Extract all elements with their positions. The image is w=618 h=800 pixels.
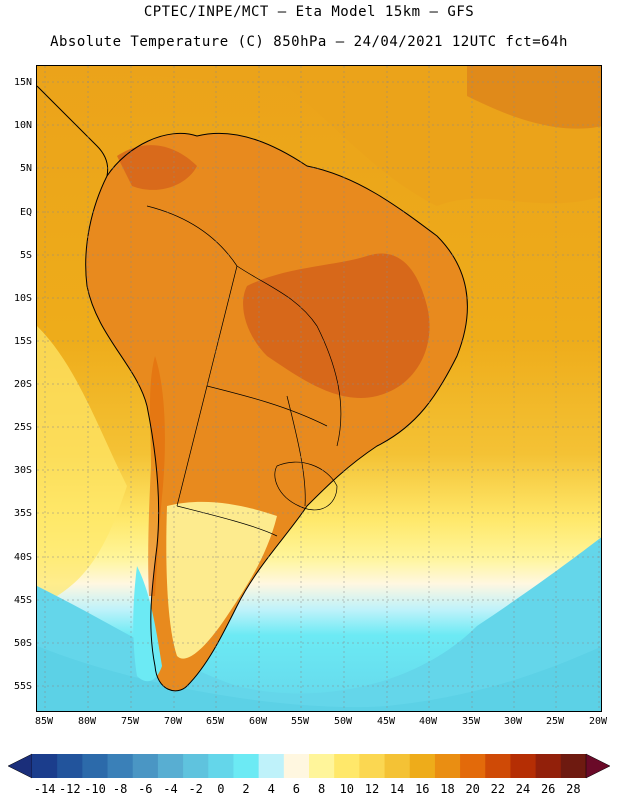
colorbar-label: -4: [163, 782, 178, 796]
colorbar-cell: [359, 754, 386, 778]
lat-lon-grid: [37, 66, 601, 711]
andes-strip: [148, 356, 165, 596]
lon-label-50w: 50W: [333, 716, 353, 727]
colorbar-cell: [510, 754, 537, 778]
colorbar-cell: [309, 754, 335, 778]
lon-label-85w: 85W: [34, 716, 54, 727]
lon-label-60w: 60W: [248, 716, 268, 727]
colorbar-cell: [157, 754, 184, 778]
colorbar-label: -2: [188, 782, 203, 796]
colorbar-cell: [258, 754, 285, 778]
lon-label-35w: 35W: [461, 716, 481, 727]
lon-label-45w: 45W: [376, 716, 396, 727]
colorbar-label: 14: [389, 782, 405, 796]
colorbar-label: 26: [540, 782, 556, 796]
colorbar-cell: [535, 754, 562, 778]
lat-label-50s: 50S: [13, 638, 32, 649]
patagonia-cold: [133, 566, 162, 682]
colorbar-cell: [283, 754, 310, 778]
colorbar-cell: [32, 754, 58, 778]
colorbar-right-arrow: [585, 753, 611, 779]
lat-label-25s: 25S: [13, 422, 32, 433]
warm-ocean-ne: [467, 66, 601, 129]
colorbar-label: -10: [84, 782, 106, 796]
southern-mild-land: [166, 501, 277, 659]
colorbar-label: 18: [440, 782, 455, 796]
colorbar-label: -14: [33, 782, 56, 796]
colorbar-cell: [334, 754, 360, 778]
colorbar-label: 12: [364, 782, 380, 796]
lat-label-45s: 45S: [13, 595, 32, 606]
hot-spot-north: [117, 145, 197, 190]
lon-label-20w: 20W: [588, 716, 608, 727]
colorbar-label: 24: [515, 782, 531, 796]
lon-label-80w: 80W: [77, 716, 97, 727]
colorbar-cell: [560, 754, 587, 778]
lat-label-eq: EQ: [19, 207, 32, 218]
lon-label-25w: 25W: [545, 716, 565, 727]
colorbar-label: 8: [317, 782, 326, 796]
hot-core-brazil: [243, 253, 430, 398]
colorbar-label: 2: [242, 782, 250, 796]
colorbar-cell: [82, 754, 109, 778]
southern-cold-core: [37, 646, 601, 711]
country-borders: [146, 205, 342, 537]
colorbar-label: 0: [217, 782, 225, 796]
colorbar-label: 6: [292, 782, 300, 796]
colorbar-label: -6: [138, 782, 153, 796]
colorbar-cell: [434, 754, 461, 778]
chart-title: CPTEC/INPE/MCT – Eta Model 15km – GFS: [143, 4, 475, 20]
colorbar-cell: [107, 754, 134, 778]
colorbar-label: 16: [415, 782, 430, 796]
lat-label-55s: 55S: [13, 681, 32, 692]
lat-label-15n: 15N: [13, 77, 32, 88]
lat-label-40s: 40S: [13, 552, 32, 563]
lat-label-5n: 5N: [19, 163, 32, 174]
lon-label-55w: 55W: [290, 716, 310, 727]
lat-label-5s: 5S: [19, 250, 32, 261]
colorbar-label: 10: [339, 782, 355, 796]
lat-label-20s: 20S: [13, 379, 32, 390]
lat-label-10n: 10N: [13, 120, 32, 131]
pacific-mild-zone: [37, 326, 127, 606]
colorbar-label: -12: [58, 782, 81, 796]
colorbar-left-arrow: [7, 753, 33, 779]
lat-label-15s: 15S: [13, 336, 32, 347]
lon-label-70w: 70W: [163, 716, 183, 727]
colorbar: [7, 753, 611, 779]
colorbar-cell: [57, 754, 83, 778]
colorbar-cell: [183, 754, 209, 778]
lat-label-30s: 30S: [13, 465, 32, 476]
lon-label-75w: 75W: [120, 716, 140, 727]
lat-label-35s: 35S: [13, 508, 32, 519]
colorbar-cell: [485, 754, 511, 778]
temperature-map: [36, 65, 602, 712]
lon-label-30w: 30W: [503, 716, 523, 727]
colorbar-cell: [132, 754, 159, 778]
colorbar-label: 22: [490, 782, 506, 796]
colorbar-cell: [384, 754, 411, 778]
lon-label-40w: 40W: [418, 716, 438, 727]
colorbar-label: -8: [112, 782, 128, 796]
lat-label-10s: 10S: [13, 293, 32, 304]
colorbar-label: 28: [566, 782, 581, 796]
colorbar-cell: [233, 754, 260, 778]
colorbar-cell: [409, 754, 436, 778]
colorbar-cell: [460, 754, 486, 778]
warm-ocean-band: [37, 66, 601, 206]
central-america-outline: [37, 85, 109, 177]
colorbar-label: 20: [465, 782, 480, 796]
colorbar-label: 4: [267, 782, 275, 796]
chart-subtitle: Absolute Temperature (C) 850hPa – 24/04/…: [50, 34, 568, 50]
lon-label-65w: 65W: [205, 716, 225, 727]
colorbar-cell: [208, 754, 234, 778]
coastline: [85, 132, 468, 692]
